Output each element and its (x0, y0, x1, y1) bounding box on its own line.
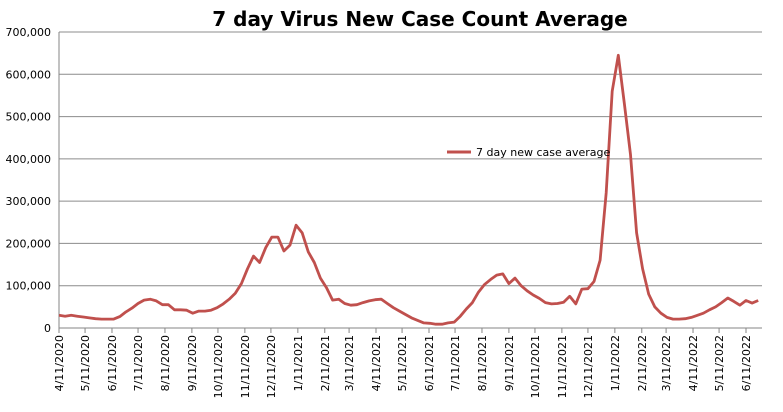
legend-label: 7 day new case average (476, 146, 611, 159)
y-tick-label: 100,000 (6, 280, 52, 293)
x-tick-label: 5/11/2022 (713, 335, 726, 391)
x-tick-label: 4/11/2022 (687, 335, 700, 391)
y-tick-label: 300,000 (6, 195, 52, 208)
x-tick-label: 10/11/2021 (529, 335, 542, 398)
x-tick-label: 12/11/2020 (265, 335, 278, 398)
legend: 7 day new case average (447, 146, 611, 159)
x-tick-label: 2/11/2022 (636, 335, 649, 391)
x-tick-label: 6/11/2020 (106, 335, 119, 391)
x-tick-label: 9/11/2021 (503, 335, 516, 391)
x-tick-label: 12/11/2021 (582, 335, 595, 398)
x-tick-label: 4/11/2020 (53, 335, 66, 391)
x-tick-label: 11/11/2021 (556, 335, 569, 398)
x-tick-label: 10/11/2020 (212, 335, 225, 398)
x-tick-label: 6/11/2021 (423, 335, 436, 391)
x-tick-label: 9/11/2020 (186, 335, 199, 391)
series-line (59, 55, 758, 324)
x-tick-label: 8/11/2021 (476, 335, 489, 391)
x-tick-label: 3/11/2021 (343, 335, 356, 391)
x-tick-label: 6/11/2022 (740, 335, 753, 391)
y-tick-label: 200,000 (6, 237, 52, 250)
x-tick-label: 7/11/2021 (449, 335, 462, 391)
x-tick-label: 4/11/2021 (370, 335, 383, 391)
x-tick-label: 2/11/2021 (319, 335, 332, 391)
chart-title: 7 day Virus New Case Count Average (212, 7, 627, 31)
x-tick-label: 8/11/2020 (159, 335, 172, 391)
x-tick-label: 1/11/2022 (609, 335, 622, 391)
x-tick-label: 11/11/2020 (239, 335, 252, 398)
x-tick-label: 1/11/2021 (292, 335, 305, 391)
x-tick-label: 5/11/2020 (79, 335, 92, 391)
y-tick-label: 0 (44, 322, 51, 335)
x-tick-label: 7/11/2020 (132, 335, 145, 391)
y-tick-label: 500,000 (6, 111, 52, 124)
x-tick-label: 5/11/2021 (396, 335, 409, 391)
y-tick-label: 700,000 (6, 26, 52, 39)
x-tick-label: 3/11/2022 (660, 335, 673, 391)
y-tick-label: 600,000 (6, 68, 52, 81)
y-tick-label: 400,000 (6, 153, 52, 166)
